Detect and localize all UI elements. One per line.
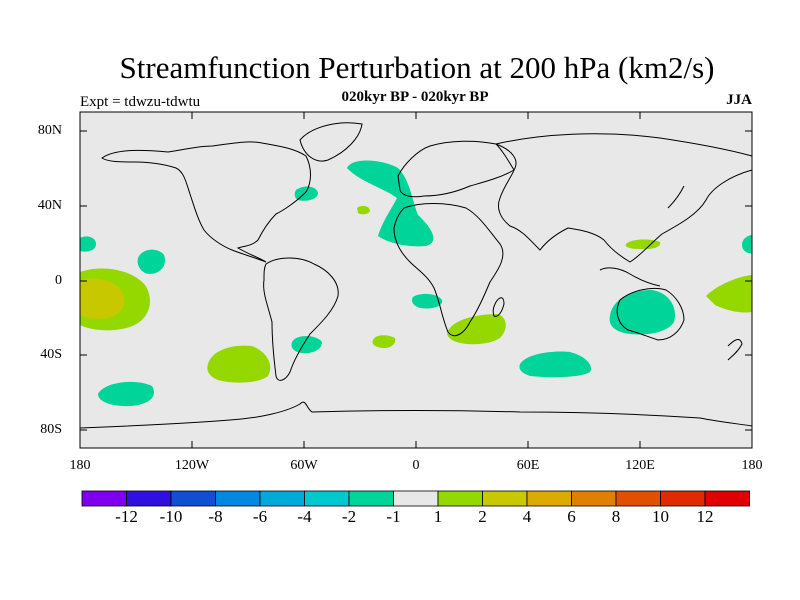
coastline-japan — [667, 185, 685, 209]
colorbar-label: -2 — [341, 507, 357, 526]
colorbar-label: 6 — [567, 507, 576, 526]
map-panel — [79, 111, 753, 449]
anomaly-positive-southeast-pacific — [207, 345, 271, 383]
anomaly-positive-pacific-east — [706, 275, 752, 313]
experiment-label: Expt = tdwzu-tdwtu — [80, 94, 201, 110]
lon-label-180-west: 180 — [69, 458, 91, 473]
lon-label-0: 0 — [412, 458, 420, 473]
colorbar-box — [615, 490, 661, 507]
lon-label-180-east: 180 — [741, 458, 763, 473]
anomaly-negative-australia — [609, 290, 676, 335]
colorbar-box — [526, 490, 572, 507]
colorbar-box — [660, 490, 706, 507]
colorbar-label: -1 — [386, 507, 401, 526]
anomaly-shading — [80, 160, 752, 407]
coastline-asia — [495, 133, 753, 263]
plot-title: Streamfunction Perturbation at 200 hPa (… — [119, 50, 715, 85]
lon-label-120w: 120W — [174, 458, 210, 473]
anomaly-positive-west-pacific — [625, 239, 661, 250]
anomaly-positive-mid-atlantic — [357, 205, 370, 215]
colorbar-label: 2 — [478, 507, 487, 526]
coastline-indonesia — [599, 267, 661, 287]
coastline-greenland — [299, 122, 363, 162]
colorbar-label: 12 — [696, 507, 714, 526]
colorbar-label: 10 — [652, 507, 669, 526]
season-label: JJA — [726, 92, 752, 108]
coastline-new-zealand — [727, 339, 743, 361]
coastline-australia — [616, 287, 685, 341]
colorbar-box — [482, 490, 528, 507]
lon-label-60w: 60W — [290, 458, 318, 473]
lat-label-40n: 40N — [37, 198, 62, 213]
plot-subtitle: 020kyr BP - 020kyr BP — [341, 89, 489, 105]
colorbar-label: -4 — [297, 507, 312, 526]
lon-label-120e: 120E — [625, 458, 655, 473]
colorbar-box — [170, 490, 216, 507]
colorbar-box — [215, 490, 261, 507]
anomaly-negative-south-america — [291, 336, 322, 354]
colorbar-label: 8 — [611, 507, 621, 526]
anomaly-negative-dateline-west — [80, 236, 96, 252]
colorbar-box — [81, 490, 127, 507]
colorbar-box — [259, 490, 305, 507]
colorbar-box — [571, 490, 617, 507]
anomaly-positive-south-africa — [447, 314, 506, 345]
lat-label-80n: 80N — [37, 123, 62, 138]
coastline-africa — [393, 203, 504, 337]
colorbar-box — [348, 490, 394, 507]
colorbar-box — [126, 490, 172, 507]
colorbar-label: -8 — [208, 507, 223, 526]
colorbar-box — [304, 490, 350, 507]
colorbar-label: -10 — [159, 507, 183, 526]
colorbar — [81, 490, 750, 507]
lat-label-40s: 40S — [40, 347, 62, 362]
anomaly-negative-dateline-east — [742, 235, 752, 254]
anomaly-negative-central-pacific — [137, 249, 166, 274]
lat-label-0: 0 — [55, 273, 62, 288]
anomaly-negative-north-atlantic — [347, 160, 434, 247]
lon-label-60e: 60E — [516, 458, 540, 473]
colorbar-label: 4 — [522, 507, 532, 526]
colorbar-label: -6 — [252, 507, 268, 526]
lat-label-80s: 80S — [40, 422, 62, 437]
anomaly-positive-south-atlantic-small — [372, 335, 396, 349]
colorbar-box — [437, 490, 483, 507]
coastline-antarctica — [79, 401, 753, 429]
colorbar-box — [393, 490, 439, 507]
anomaly-positive-pacific-core — [80, 278, 125, 319]
map-background — [80, 112, 752, 448]
coastline-north-america — [101, 141, 311, 263]
anomaly-negative-south-pacific — [98, 381, 154, 407]
colorbar-label: -12 — [115, 507, 138, 526]
coastlines — [79, 122, 753, 429]
lat-tickmarks — [80, 130, 752, 431]
colorbar-label: 1 — [433, 507, 443, 526]
lon-tickmarks — [79, 112, 753, 448]
coastline-madagascar — [492, 297, 505, 317]
colorbar-box — [704, 490, 750, 507]
anomaly-negative-south-atlantic — [411, 293, 443, 309]
anomaly-negative-south-indian — [519, 351, 592, 378]
coastline-south-america — [263, 257, 339, 381]
